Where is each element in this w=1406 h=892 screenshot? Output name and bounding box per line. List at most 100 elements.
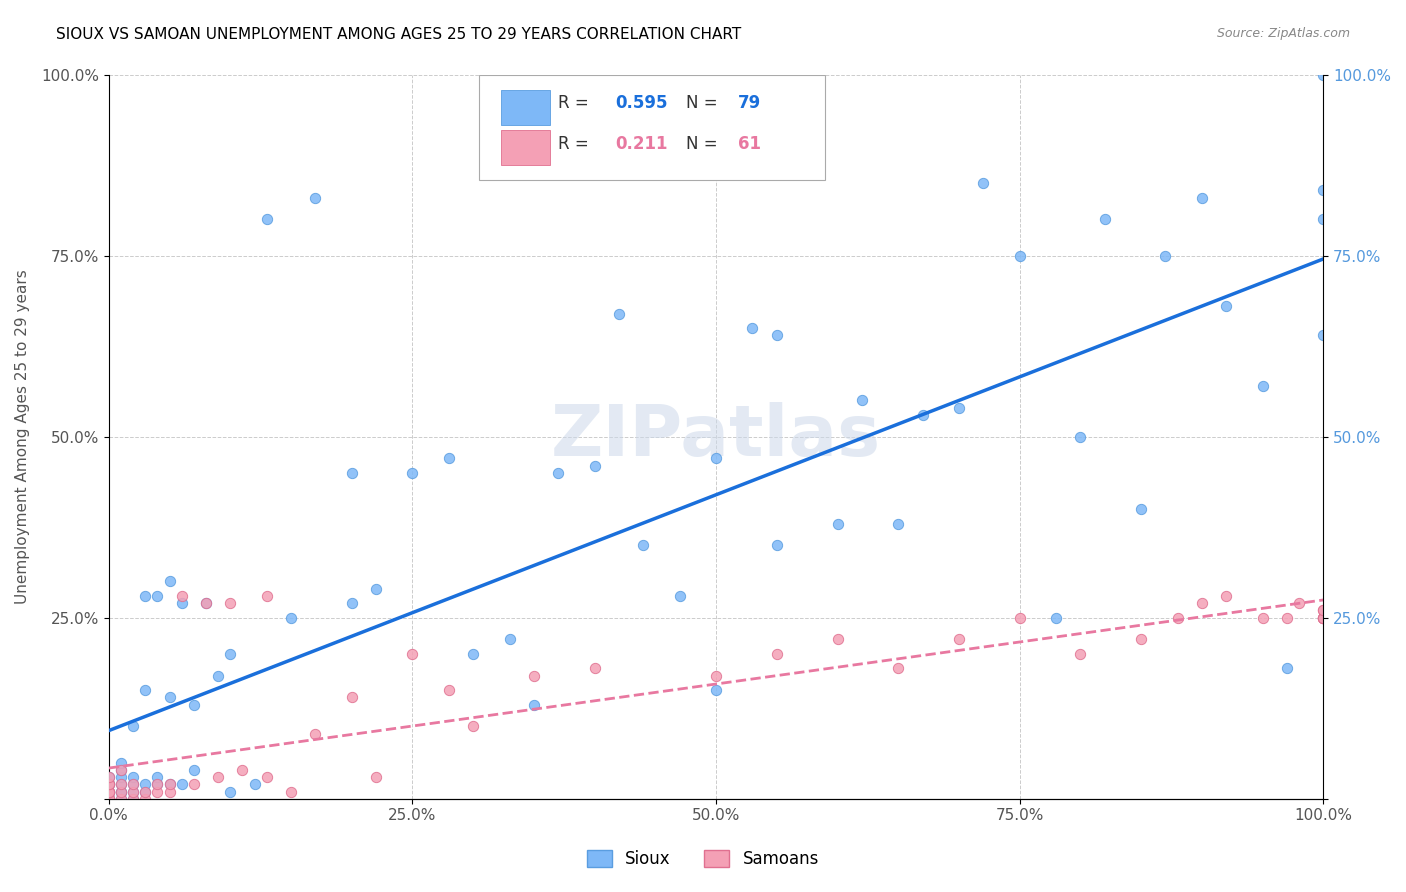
Point — [1312, 603, 1334, 617]
Point — [195, 596, 218, 610]
Point — [1008, 610, 1031, 624]
Point — [583, 458, 606, 473]
Text: 61: 61 — [738, 135, 761, 153]
Point — [170, 777, 193, 791]
Point — [498, 632, 520, 647]
Point — [110, 763, 132, 777]
Point — [1312, 212, 1334, 227]
Point — [97, 784, 120, 798]
Point — [437, 683, 460, 698]
Point — [97, 777, 120, 791]
Point — [631, 538, 654, 552]
Point — [97, 784, 120, 798]
Point — [765, 538, 787, 552]
Point — [364, 770, 387, 784]
Text: R =: R = — [558, 94, 595, 112]
Point — [159, 777, 181, 791]
Point — [851, 393, 873, 408]
Point — [280, 784, 302, 798]
Point — [122, 777, 145, 791]
Point — [911, 408, 934, 422]
Point — [887, 661, 910, 675]
Point — [1312, 68, 1334, 82]
Point — [183, 763, 205, 777]
Point — [146, 777, 169, 791]
Point — [765, 647, 787, 661]
Point — [1154, 249, 1177, 263]
Point — [146, 770, 169, 784]
Point — [207, 770, 229, 784]
Point — [207, 668, 229, 682]
Point — [110, 777, 132, 791]
Point — [364, 582, 387, 596]
Point — [110, 784, 132, 798]
Text: Source: ZipAtlas.com: Source: ZipAtlas.com — [1216, 27, 1350, 40]
Point — [437, 451, 460, 466]
Text: N =: N = — [686, 94, 723, 112]
Point — [607, 306, 630, 320]
Point — [110, 756, 132, 770]
Point — [97, 791, 120, 805]
Point — [1215, 589, 1237, 603]
Point — [122, 791, 145, 805]
Point — [110, 791, 132, 805]
Legend: Sioux, Samoans: Sioux, Samoans — [581, 843, 825, 875]
Point — [1191, 596, 1213, 610]
Text: ZIPatlas: ZIPatlas — [551, 402, 882, 471]
Point — [1275, 610, 1298, 624]
Point — [523, 668, 546, 682]
Point — [97, 784, 120, 798]
Point — [231, 763, 253, 777]
Point — [704, 683, 727, 698]
Point — [97, 777, 120, 791]
Point — [1312, 610, 1334, 624]
Point — [887, 516, 910, 531]
Point — [463, 719, 485, 733]
Point — [97, 770, 120, 784]
Point — [110, 770, 132, 784]
Point — [183, 777, 205, 791]
Point — [1045, 610, 1067, 624]
Text: N =: N = — [686, 135, 723, 153]
Point — [741, 321, 763, 335]
Y-axis label: Unemployment Among Ages 25 to 29 years: Unemployment Among Ages 25 to 29 years — [15, 269, 30, 604]
Text: SIOUX VS SAMOAN UNEMPLOYMENT AMONG AGES 25 TO 29 YEARS CORRELATION CHART: SIOUX VS SAMOAN UNEMPLOYMENT AMONG AGES … — [56, 27, 741, 42]
Point — [1312, 603, 1334, 617]
Point — [97, 784, 120, 798]
Point — [134, 784, 156, 798]
Point — [134, 784, 156, 798]
Point — [1167, 610, 1189, 624]
Point — [948, 401, 970, 415]
Point — [765, 328, 787, 343]
FancyBboxPatch shape — [501, 90, 550, 125]
Point — [583, 661, 606, 675]
Point — [97, 770, 120, 784]
Point — [134, 777, 156, 791]
Point — [122, 777, 145, 791]
Point — [1130, 502, 1153, 516]
Point — [122, 791, 145, 805]
Point — [183, 698, 205, 712]
Point — [1312, 610, 1334, 624]
Point — [146, 777, 169, 791]
Point — [256, 589, 278, 603]
Point — [1312, 183, 1334, 197]
Point — [1069, 430, 1091, 444]
Point — [340, 466, 363, 480]
Point — [547, 466, 569, 480]
Point — [1215, 299, 1237, 313]
Point — [219, 784, 242, 798]
Point — [972, 176, 994, 190]
Point — [304, 726, 326, 740]
Point — [170, 589, 193, 603]
Point — [1312, 610, 1334, 624]
Point — [97, 784, 120, 798]
Point — [340, 596, 363, 610]
Point — [1312, 328, 1334, 343]
Point — [243, 777, 266, 791]
Point — [523, 698, 546, 712]
Point — [219, 596, 242, 610]
Point — [110, 777, 132, 791]
Point — [1094, 212, 1116, 227]
Text: 0.595: 0.595 — [616, 94, 668, 112]
